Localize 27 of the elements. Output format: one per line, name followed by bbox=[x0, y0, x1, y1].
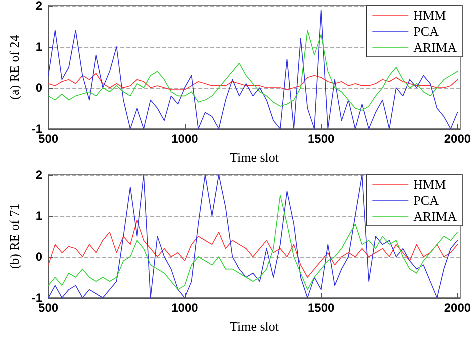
legend-label: HMM bbox=[414, 177, 447, 192]
y-tick-label: 1 bbox=[36, 40, 43, 54]
x-tick-label: 1000 bbox=[172, 132, 199, 146]
line-series bbox=[48, 195, 458, 290]
line-series bbox=[48, 73, 458, 90]
x-tick-label: 1000 bbox=[172, 301, 199, 315]
x-axis-title: Time slot bbox=[230, 150, 280, 165]
legend-label: PCA bbox=[414, 24, 440, 39]
line-series bbox=[48, 220, 458, 278]
y-tick-label: 2 bbox=[36, 168, 43, 182]
legend-label: PCA bbox=[414, 193, 440, 208]
x-tick-label: 1500 bbox=[308, 132, 336, 146]
x-axis-title: Time slot bbox=[230, 319, 280, 334]
x-tick-label: 2000 bbox=[444, 301, 472, 315]
y-tick-label: 0 bbox=[36, 81, 43, 95]
legend-label: ARIMA bbox=[414, 40, 458, 55]
y-axis-title: (b) RE of 71 bbox=[7, 204, 22, 270]
legend-label: ARIMA bbox=[414, 209, 458, 224]
y-tick-label: 1 bbox=[36, 209, 43, 223]
line-series bbox=[48, 10, 458, 130]
y-tick-label: 2 bbox=[36, 0, 43, 13]
line-series bbox=[48, 174, 458, 298]
y-axis-title: (a) RE of 24 bbox=[7, 34, 22, 100]
y-tick-label: 0 bbox=[36, 250, 43, 264]
legend-label: HMM bbox=[414, 8, 447, 23]
x-tick-label: 1500 bbox=[308, 301, 336, 315]
x-tick-label: 2000 bbox=[444, 132, 472, 146]
